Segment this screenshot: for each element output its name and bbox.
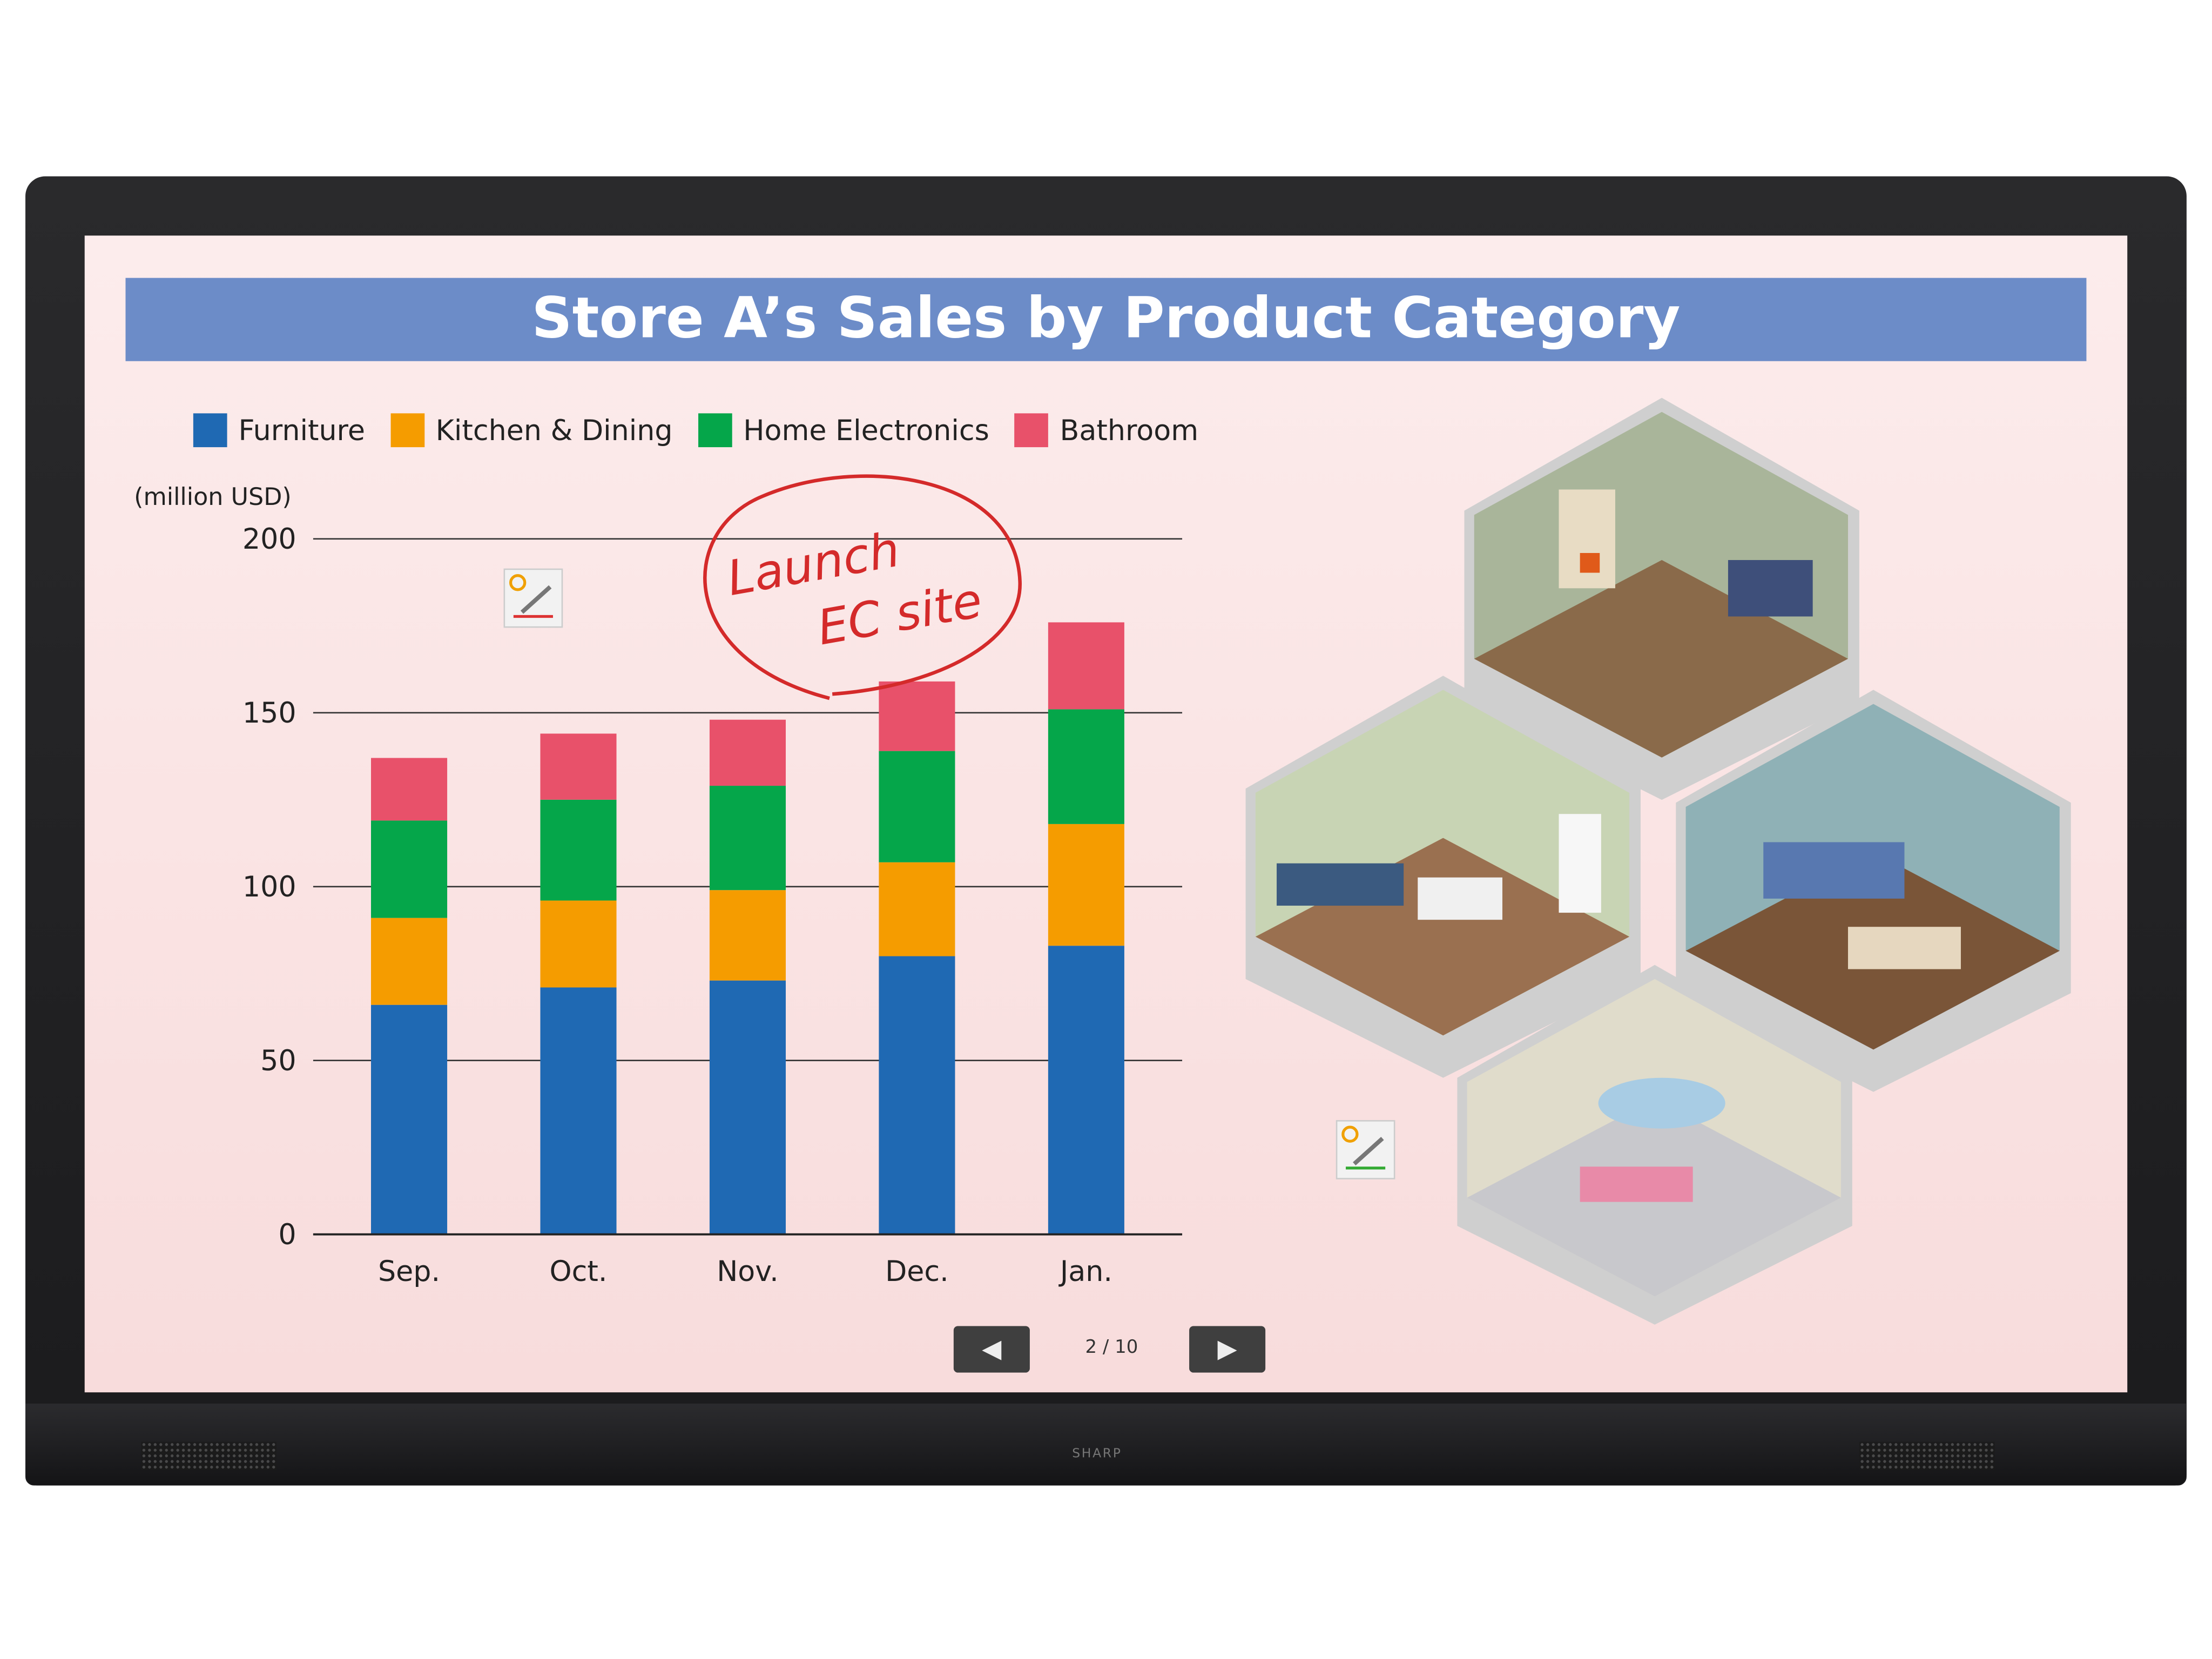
legend-label: Bathroom xyxy=(1060,413,1199,448)
bar-segment xyxy=(1048,709,1124,824)
x-tick-label: Sep. xyxy=(378,1256,440,1288)
stacked-bar-chart: 0 50 100 150 200 Sep. Oct. Nov. Dec. Jan. xyxy=(242,523,1183,1288)
legend-swatch xyxy=(390,413,424,448)
x-tick-label: Jan. xyxy=(1058,1256,1112,1288)
previous-slide-button[interactable]: ◀ xyxy=(953,1326,1030,1373)
bar-segment xyxy=(1048,824,1124,946)
bedroom-illustration xyxy=(1676,690,2071,1092)
y-tick-label: 50 xyxy=(260,1045,296,1077)
bar-segment xyxy=(371,820,448,918)
bathroom-illustration xyxy=(1457,965,1852,1325)
bar-segment xyxy=(540,987,617,1235)
handwritten-annotation: Launch EC site xyxy=(703,474,1022,700)
legend-item: Bathroom xyxy=(1014,413,1199,448)
y-tick-label: 0 xyxy=(278,1219,296,1251)
slide-title: Store A’s Sales by Product Category xyxy=(125,278,2087,361)
bar-segment xyxy=(879,862,955,956)
bar-segment xyxy=(709,890,786,981)
y-tick-label: 150 xyxy=(242,697,296,730)
brand-logo: SHARP xyxy=(1072,1447,1122,1462)
next-slide-button[interactable]: ▶ xyxy=(1189,1326,1266,1373)
legend-swatch xyxy=(698,413,732,448)
chart-legend: Furniture Kitchen & Dining Home Electronic… xyxy=(193,413,1199,448)
bar-segment xyxy=(540,799,617,901)
legend-item: Kitchen & Dining xyxy=(390,413,673,448)
room-illustrations xyxy=(1245,397,2071,1325)
legend-label: Furniture xyxy=(238,413,366,448)
bar-segment xyxy=(879,956,955,1235)
bar-segment xyxy=(371,918,448,1005)
bar-segment xyxy=(879,681,955,751)
y-axis-unit: (million USD) xyxy=(134,483,292,512)
pen-tool-thumbnail-icon[interactable] xyxy=(1336,1120,1395,1179)
slide-screen: Store A’s Sales by Product Category Furn… xyxy=(84,235,2128,1393)
speaker-grille-right xyxy=(1859,1441,1995,1470)
legend-swatch xyxy=(1014,413,1049,448)
page-indicator: 2 / 10 xyxy=(1085,1337,1138,1359)
speaker-grille-left xyxy=(141,1441,276,1470)
legend-label: Kitchen & Dining xyxy=(435,413,673,448)
bar-segment xyxy=(540,733,617,800)
bar-segment xyxy=(709,980,786,1235)
x-tick-label: Nov. xyxy=(717,1256,778,1288)
living-room-illustration xyxy=(1464,397,1859,800)
display-control-bar xyxy=(25,1404,2187,1486)
bar-segment xyxy=(371,1004,448,1235)
legend-item: Furniture xyxy=(193,413,366,448)
bar-segment xyxy=(709,719,786,786)
x-tick-label: Oct. xyxy=(550,1256,608,1288)
triangle-right-icon: ▶ xyxy=(1217,1334,1237,1363)
pen-tool-thumbnail-icon[interactable] xyxy=(503,568,563,628)
bar-segment xyxy=(709,786,786,891)
bar-segment xyxy=(879,751,955,862)
kitchen-illustration xyxy=(1245,676,1641,1078)
triangle-left-icon: ◀ xyxy=(982,1334,1002,1363)
y-tick-label: 100 xyxy=(242,871,296,903)
y-tick-label: 200 xyxy=(242,523,296,556)
x-tick-label: Dec. xyxy=(885,1256,949,1288)
bar-segment xyxy=(1048,946,1124,1235)
bar-segment xyxy=(540,900,617,988)
bar-segment xyxy=(1048,622,1124,710)
bar-segment xyxy=(371,758,448,821)
legend-swatch xyxy=(193,413,227,448)
legend-label: Home Electronics xyxy=(743,413,989,448)
legend-item: Home Electronics xyxy=(698,413,989,448)
